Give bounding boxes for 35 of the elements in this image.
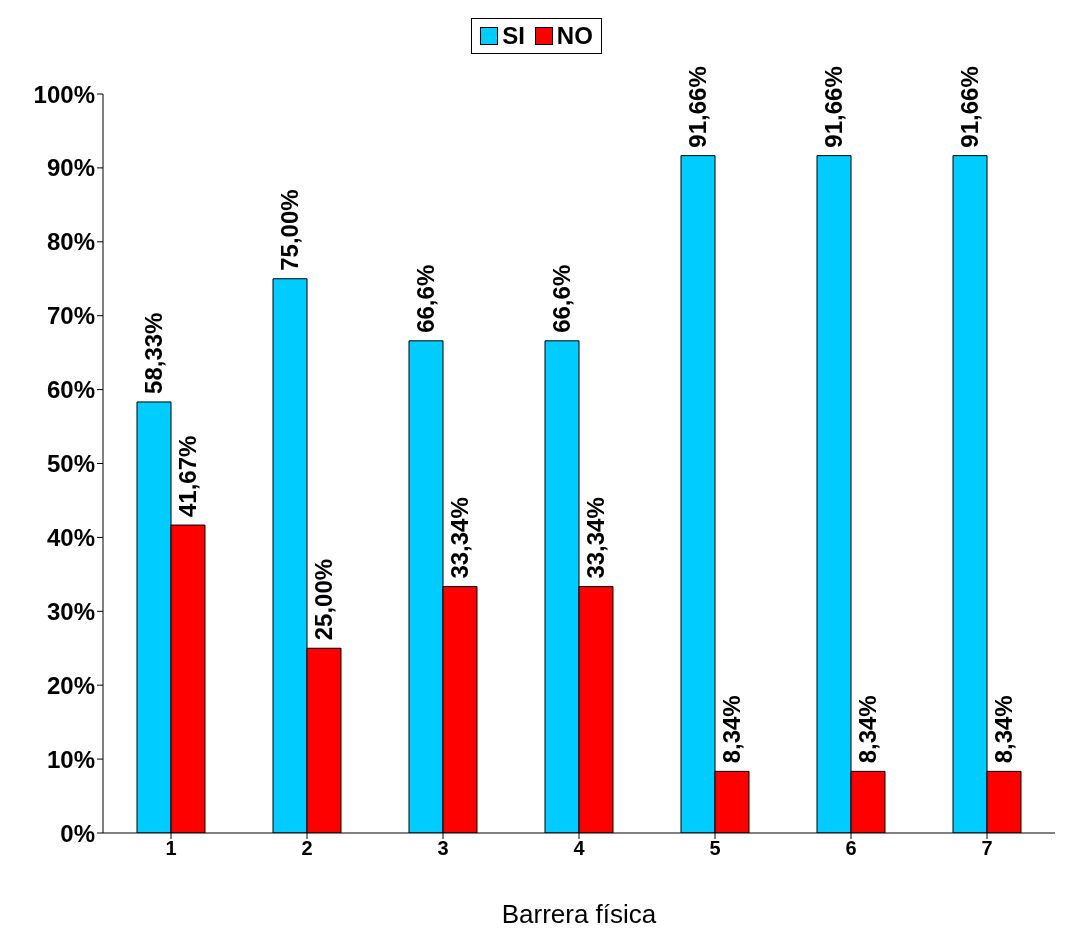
data-label: 75,00%	[276, 189, 303, 271]
y-tick-label: 10%	[46, 745, 95, 773]
x-tick-label: 7	[981, 837, 993, 860]
data-label: 91,66%	[684, 66, 711, 148]
data-label: 8,34%	[718, 695, 745, 764]
y-tick-label: 40%	[46, 523, 95, 551]
x-tick-label: 1	[165, 837, 177, 860]
x-tick-label: 4	[573, 837, 586, 860]
data-label: 91,66%	[956, 66, 983, 148]
data-label: 66,6%	[412, 264, 439, 333]
data-label: 58,33%	[140, 312, 167, 394]
y-tick-label: 90%	[46, 154, 95, 182]
y-tick-label: 20%	[46, 671, 95, 699]
y-tick-label: 70%	[46, 302, 95, 330]
y-tick-label: 100%	[33, 80, 95, 108]
x-tick-label: 3	[437, 837, 449, 860]
x-tick-label: 2	[301, 837, 313, 860]
data-label: 41,67%	[174, 435, 201, 518]
data-label: 8,34%	[990, 695, 1017, 764]
y-tick-label: 0%	[60, 819, 95, 847]
x-axis-title: Barrera física	[501, 899, 657, 929]
data-label: 91,66%	[820, 66, 847, 148]
x-tick-label: 5	[709, 837, 721, 860]
y-tick-label: 50%	[46, 450, 95, 478]
y-tick-label: 30%	[46, 597, 95, 625]
y-tick-label: 80%	[46, 228, 95, 256]
data-label: 8,34%	[854, 695, 881, 764]
y-tick-label: 60%	[46, 376, 95, 404]
data-label: 33,34%	[446, 497, 473, 579]
data-label: 25,00%	[310, 558, 337, 641]
data-label: 66,6%	[548, 264, 575, 333]
x-tick-label: 6	[845, 837, 857, 860]
data-label: 33,34%	[582, 497, 609, 579]
legend-label: SI	[501, 22, 525, 50]
legend-label: NO	[555, 22, 593, 50]
